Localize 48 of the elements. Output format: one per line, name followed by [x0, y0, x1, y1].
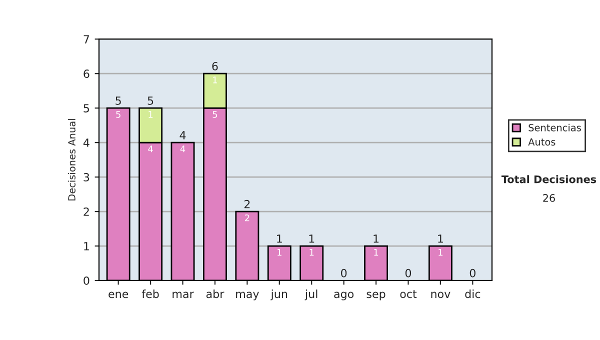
data-label: 2: [244, 214, 250, 222]
x-tick-label: ene: [108, 292, 128, 298]
x-tick-label: mar: [172, 292, 194, 298]
x-tick-label: may: [236, 292, 259, 300]
total-label: 0: [470, 268, 476, 278]
data-label: 1: [374, 249, 378, 256]
data-label: 1: [310, 249, 314, 256]
y-axis-title: Decisiones Anual: [68, 119, 76, 200]
total-label: 2: [244, 200, 250, 208]
x-tick-label: abr: [206, 290, 224, 298]
x-tick-label: oct: [400, 290, 417, 298]
y-tick-label: 4: [83, 138, 90, 147]
total-label: 6: [212, 62, 218, 70]
data-label: 5: [116, 111, 120, 118]
y-tick-label: 2: [84, 208, 89, 216]
x-tick-label: jun: [270, 290, 288, 300]
data-label: 5: [212, 111, 218, 118]
text: 26: [543, 194, 555, 202]
total-label: 0: [405, 268, 412, 278]
legend-label: Sentencias: [528, 124, 581, 132]
data-label: 4: [180, 146, 186, 152]
data-label: 4: [148, 146, 153, 152]
y-tick-label: 5: [84, 104, 89, 112]
x-tick-label: nov: [431, 292, 450, 298]
x-tick-label: ago: [334, 292, 354, 300]
x-tick-label: sep: [366, 292, 386, 300]
y-tick-label: 3: [84, 173, 90, 182]
y-tick-label: 0: [84, 276, 90, 285]
y-tick-label: 6: [84, 70, 90, 78]
x-tick-label: jul: [304, 290, 318, 300]
total-label: 1: [374, 234, 379, 243]
total-label: 1: [309, 234, 314, 243]
x-tick-label: dic: [465, 290, 480, 298]
y-tick-label: 1: [84, 242, 89, 250]
data-label: 1: [213, 76, 218, 84]
total-label: 4: [180, 131, 186, 140]
total-label: 0: [341, 268, 347, 278]
total-label: 5: [148, 96, 154, 105]
legend-label: Autos: [528, 138, 556, 146]
data-label: 1: [148, 111, 153, 118]
x-tick-label: feb: [142, 290, 159, 298]
data-label: 1: [438, 249, 442, 256]
data-label: 1: [278, 249, 282, 256]
total-label: 1: [277, 234, 282, 243]
y-tick-label: 7: [84, 35, 90, 44]
total-label: 5: [116, 96, 121, 105]
text: Total Decisiones: [501, 175, 596, 184]
total-label: 1: [438, 234, 443, 243]
